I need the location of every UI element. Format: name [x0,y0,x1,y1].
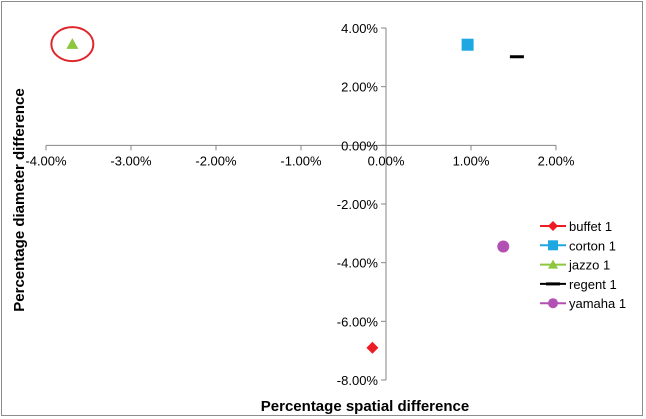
legend-marker [548,259,558,269]
y-tick-label: -8.00% [337,373,379,388]
x-tick-label: -2.00% [195,153,237,168]
annotations [50,26,95,63]
y-tick-labels: 4.00% 2.00% 0.00% -2.00% -4.00% -6.00% -8.00% [337,21,379,388]
y-tick-label: 0.00% [341,138,378,153]
highlight-circle [50,26,95,63]
point-jazzo-1 [66,38,79,49]
point-buffet-1 [366,341,379,354]
legend-label: yamaha 1 [569,296,626,311]
axes [45,27,557,381]
y-tick-label: -4.00% [337,256,379,271]
point-yamaha-1 [497,240,510,253]
y-tick-label: -6.00% [337,314,379,329]
legend-marker [548,221,558,231]
x-tick-label: -4.00% [25,153,67,168]
x-tick-label: 1.00% [453,153,490,168]
point-corton-1 [461,38,474,51]
legend-label: jazzo 1 [568,258,610,273]
x-tick-labels: -4.00% -3.00% -2.00% -1.00% 0.00% 1.00% 2.00% [25,153,574,168]
x-tick-label: 0.00% [368,153,405,168]
y-tick-label: 4.00% [341,21,378,36]
y-tick-label: -2.00% [337,197,379,212]
legend-marker [548,298,558,309]
legend-label: buffet 1 [569,219,612,234]
point-regent-1 [509,55,524,59]
legend-marker [548,240,558,251]
x-axis-title: Percentage spatial difference [261,398,469,415]
y-axis-title: Percentage diameter difference [11,88,28,311]
y-tick-label: 2.00% [341,80,378,95]
x-tick-label: -1.00% [280,153,322,168]
x-tick-label: -3.00% [110,153,152,168]
legend-label: regent 1 [569,277,617,292]
legend-marker [546,282,560,286]
legend-label: corton 1 [569,238,616,253]
x-tick-label: 2.00% [538,153,575,168]
legend: buffet 1 corton 1 jazzo 1 regent 1 yamaha 1 [540,219,626,311]
data-points [66,38,524,354]
